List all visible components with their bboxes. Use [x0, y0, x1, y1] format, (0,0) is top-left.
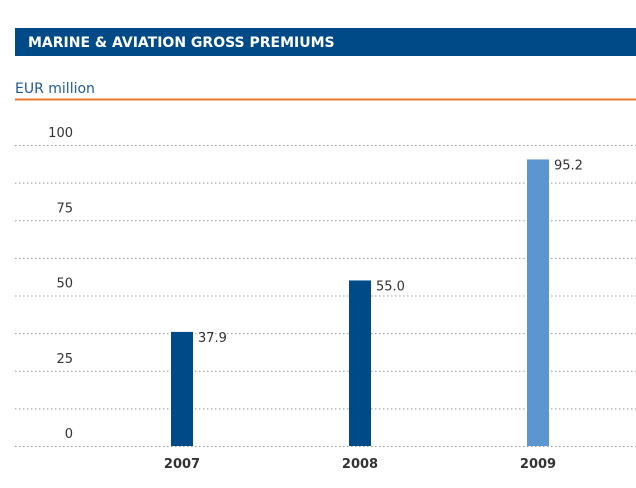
y-tick-label: 0: [65, 427, 73, 442]
value-label: 95.2: [554, 158, 583, 173]
x-tick-label: 2007: [164, 457, 200, 472]
y-tick-label: 100: [48, 126, 73, 141]
title-banner: [15, 28, 636, 56]
chart-subtitle: EUR million: [15, 81, 95, 97]
value-label: 37.9: [198, 331, 227, 346]
y-tick-label: 75: [56, 201, 73, 216]
value-label: 55.0: [376, 279, 405, 294]
bar: [171, 331, 193, 446]
x-tick-label: 2008: [342, 457, 378, 472]
bar: [349, 280, 371, 446]
x-tick-label: 2009: [520, 457, 556, 472]
chart-title: MARINE & AVIATION GROSS PREMIUMS: [28, 35, 335, 51]
y-tick-label: 50: [56, 277, 73, 292]
bar: [527, 159, 549, 446]
y-tick-label: 25: [56, 352, 73, 367]
